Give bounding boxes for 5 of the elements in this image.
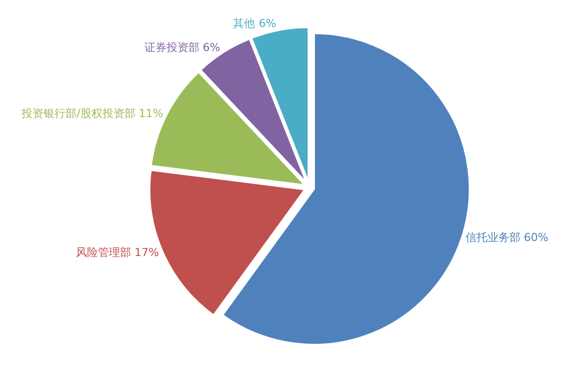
- slice-label: 其他 6%: [233, 17, 276, 30]
- slice-label: 风险管理部 17%: [76, 246, 159, 259]
- slice-label: 信托业务部 60%: [465, 231, 548, 244]
- slice-label: 证券投资部 6%: [144, 40, 220, 54]
- slice-label: 投资银行部/股权投资部 11%: [20, 106, 164, 120]
